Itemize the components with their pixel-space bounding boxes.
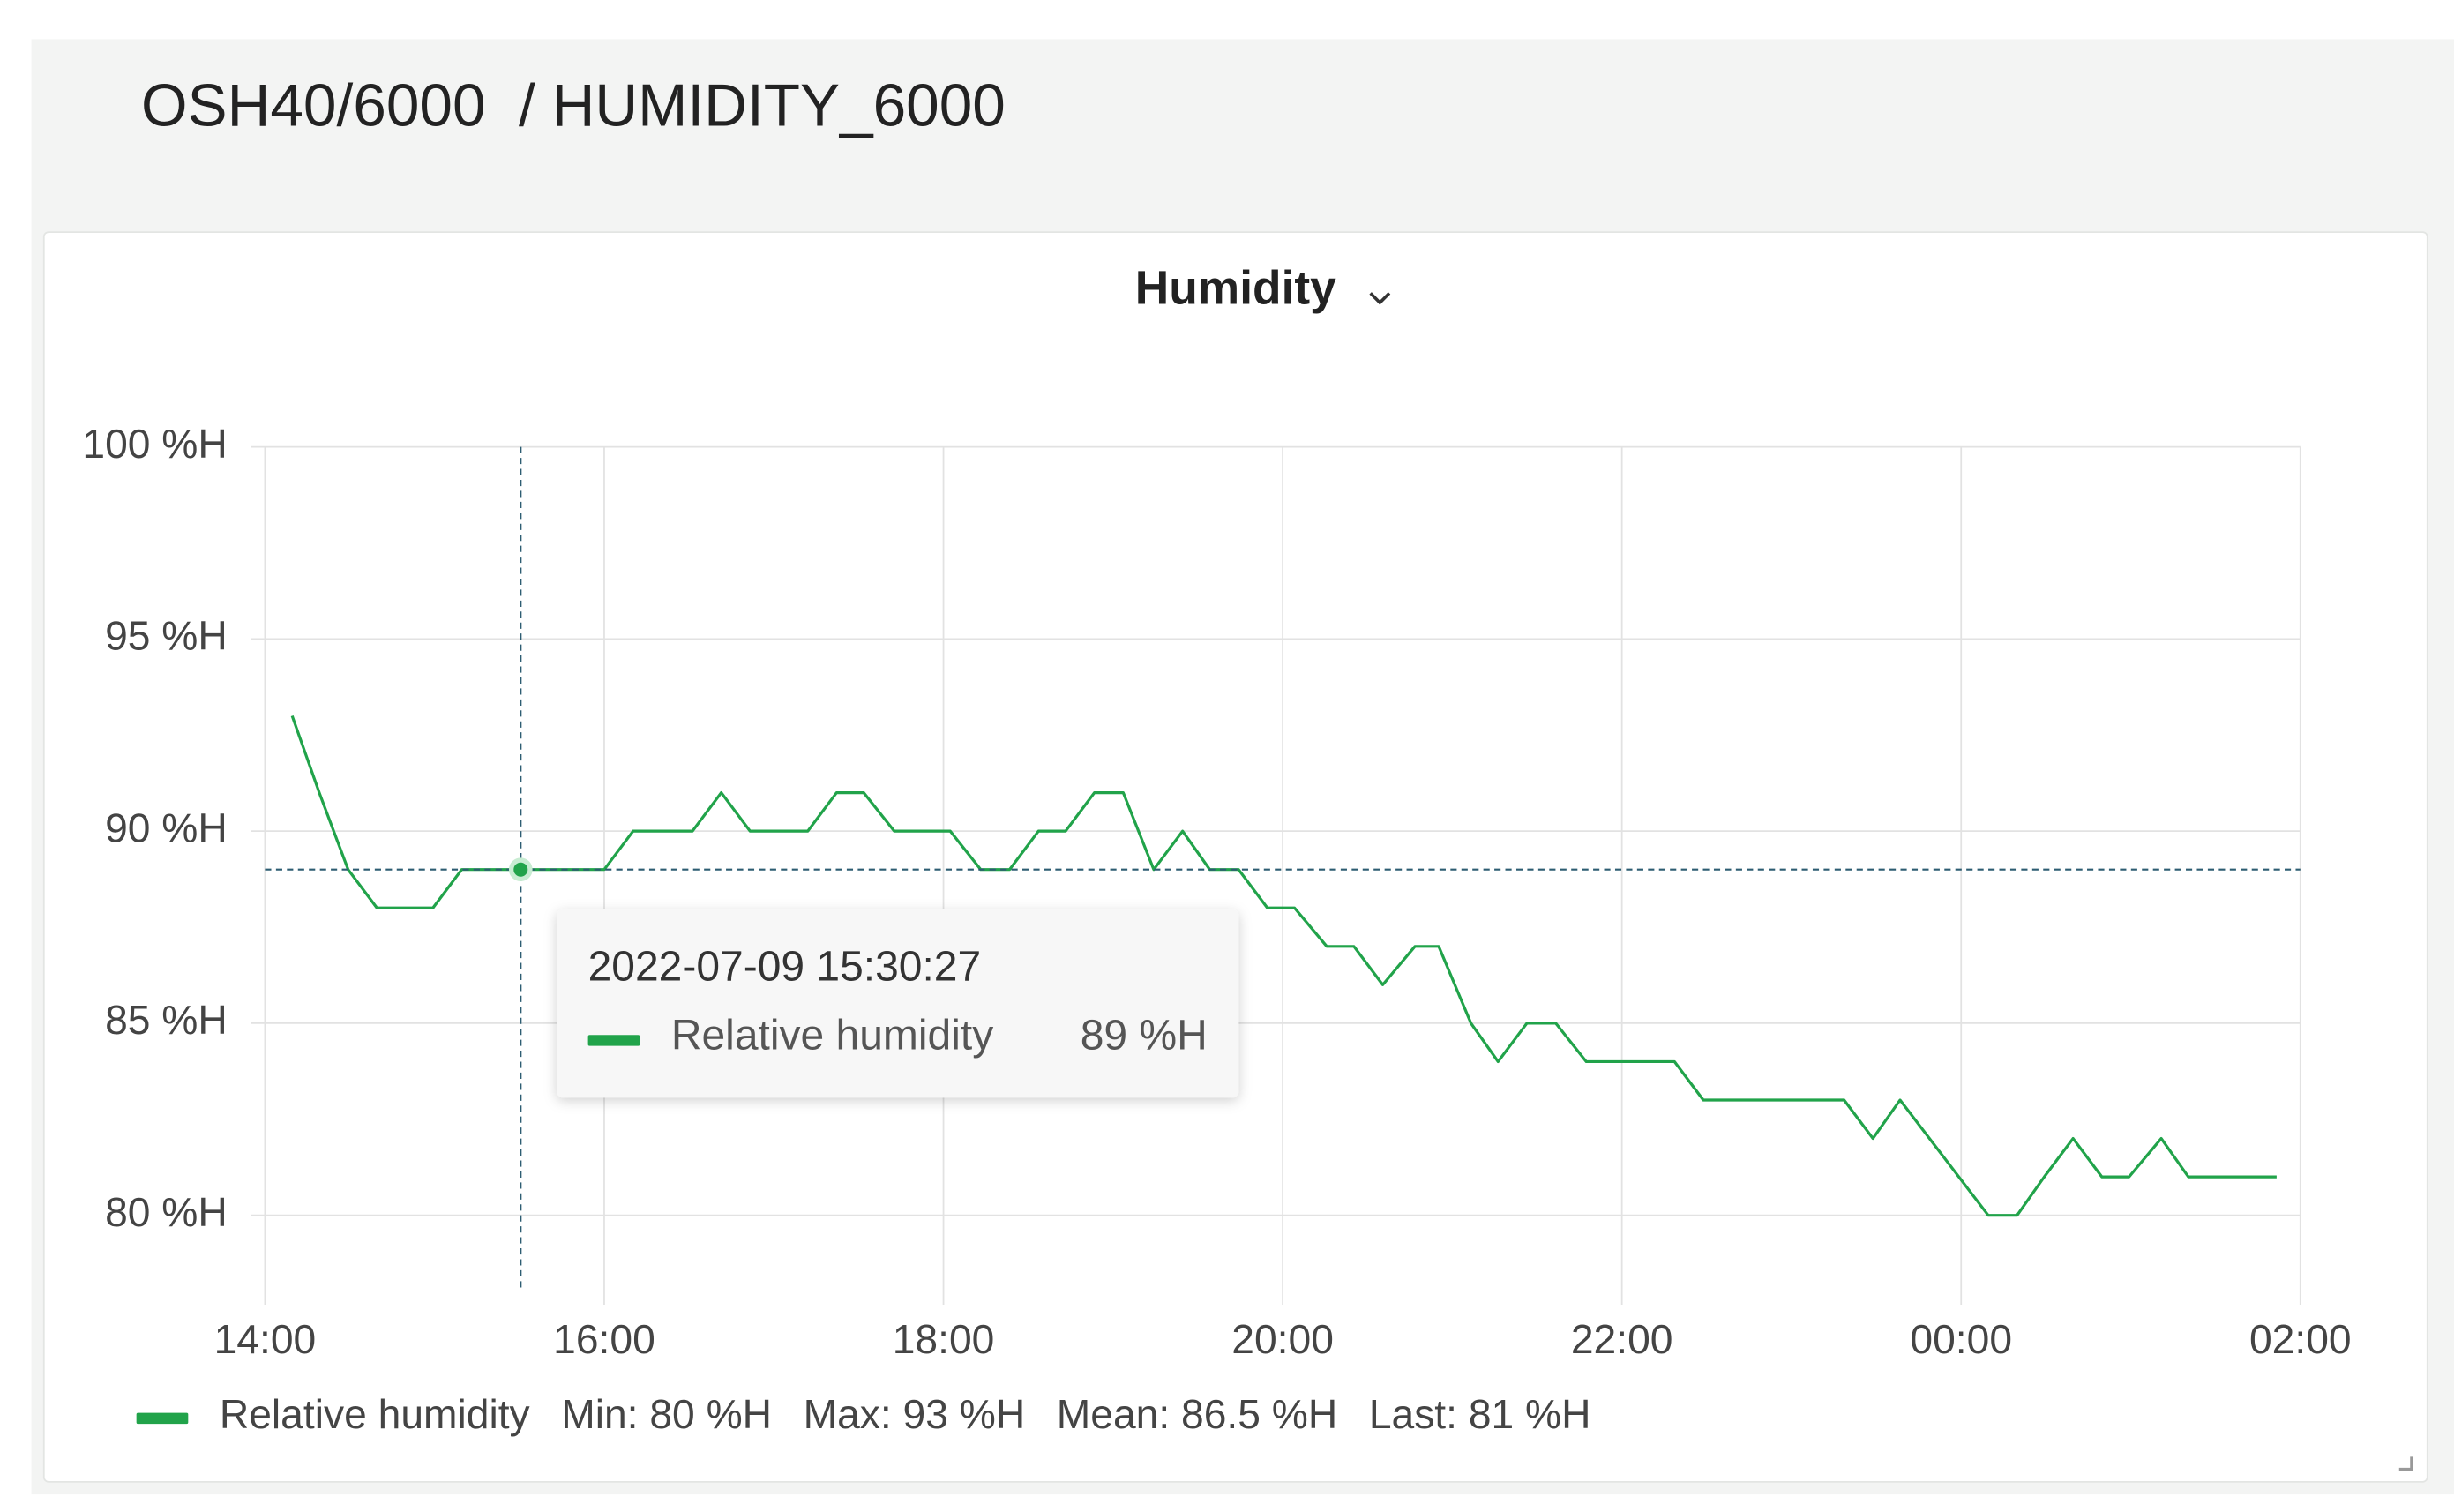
y-tick-label: 90 %H — [105, 805, 228, 850]
hover-point — [508, 857, 533, 882]
legend-stat: Min: 80 %H — [561, 1391, 772, 1437]
x-tick-label: 14:00 — [214, 1316, 317, 1362]
y-tick-label: 80 %H — [105, 1189, 228, 1235]
legend-swatch — [136, 1412, 189, 1425]
x-tick-label: 02:00 — [2249, 1316, 2352, 1362]
x-tick-label: 16:00 — [553, 1316, 655, 1362]
x-tick-label: 18:00 — [893, 1316, 995, 1362]
resize-handle[interactable] — [2398, 1456, 2413, 1471]
data-line — [290, 715, 2277, 1217]
page-title: OSH40/6000 / HUMIDITY_6000 — [141, 72, 1006, 138]
chart-title[interactable]: Humidity — [1135, 263, 1336, 315]
legend-stat: Max: 93 %H — [804, 1391, 1026, 1437]
tooltip-series: Relative humidity — [671, 1012, 993, 1059]
tooltip-value: 89 %H — [1081, 1012, 1208, 1059]
x-tick-label: 00:00 — [1910, 1316, 2012, 1362]
x-tick-label: 20:00 — [1231, 1316, 1334, 1362]
tooltip-title: 2022-07-09 15:30:27 — [588, 943, 982, 990]
tooltip-box — [557, 909, 1239, 1098]
dropdown-chevron[interactable] — [1369, 292, 1391, 305]
y-tick-label: 95 %H — [105, 613, 228, 659]
legend-entry[interactable]: Relative humidity — [220, 1391, 531, 1437]
x-tick-label: 22:00 — [1571, 1316, 1673, 1362]
tooltip-swatch — [587, 1035, 640, 1046]
legend-stat: Mean: 86.5 %H — [1057, 1391, 1337, 1437]
legend-stat: Last: 81 %H — [1369, 1391, 1591, 1437]
y-tick-label: 100 %H — [82, 421, 227, 467]
chart-card — [42, 231, 2428, 1483]
y-tick-label: 85 %H — [105, 997, 228, 1043]
